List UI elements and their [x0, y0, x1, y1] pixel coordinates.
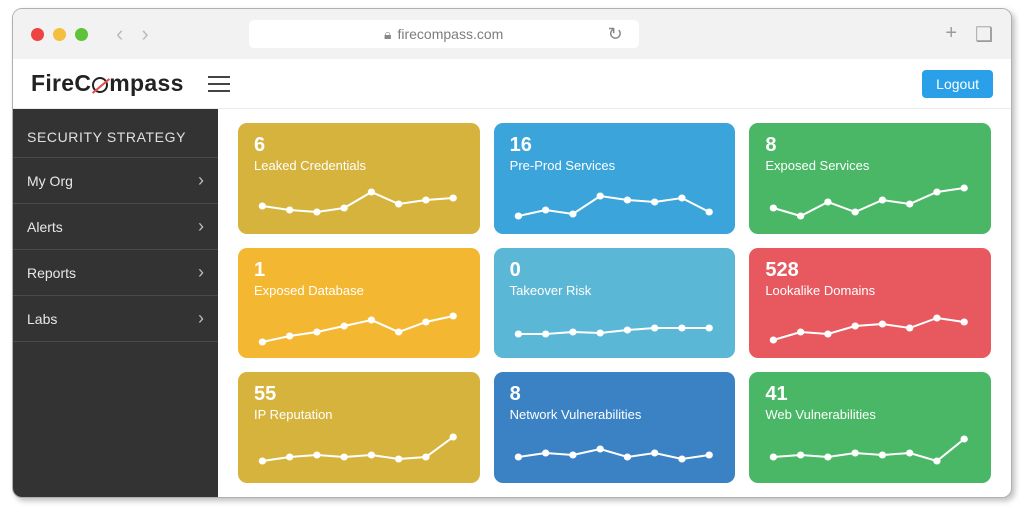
sidebar-title: SECURITY STRATEGY	[13, 115, 218, 157]
sparkline	[510, 427, 720, 475]
chevron-right-icon: ›	[198, 308, 204, 329]
metric-value: 55	[254, 384, 464, 404]
metric-value: 6	[254, 135, 464, 155]
sidebar-item-labs[interactable]: Labs ›	[13, 295, 218, 342]
metric-card-exposed-database[interactable]: 1 Exposed Database	[238, 248, 480, 359]
metric-label: Exposed Services	[765, 158, 975, 173]
sparkline	[765, 302, 975, 350]
metric-card-exposed-services[interactable]: 8 Exposed Services	[749, 123, 991, 234]
metric-card-network-vulnerabilities[interactable]: 8 Network Vulnerabilities	[494, 372, 736, 483]
metric-card-takeover-risk[interactable]: 0 Takeover Risk	[494, 248, 736, 359]
metric-value: 528	[765, 260, 975, 280]
sparkline	[254, 302, 464, 350]
sparkline	[254, 178, 464, 226]
metric-value: 1	[254, 260, 464, 280]
logo: FireC mpass	[31, 70, 184, 97]
sidebar-item-alerts[interactable]: Alerts ›	[13, 203, 218, 249]
sidebar-item-label: Reports	[27, 265, 76, 281]
metric-card-ip-reputation[interactable]: 55 IP Reputation	[238, 372, 480, 483]
metric-label: Lookalike Domains	[765, 283, 975, 298]
sparkline	[765, 427, 975, 475]
sparkline	[765, 178, 975, 226]
sparkline	[510, 302, 720, 350]
metric-value: 8	[765, 135, 975, 155]
metric-label: Takeover Risk	[510, 283, 720, 298]
nav-arrows: ‹ ›	[116, 21, 149, 47]
chevron-right-icon: ›	[198, 262, 204, 283]
url-bar[interactable]: 🔒︎ firecompass.com ↻	[249, 20, 639, 48]
browser-chrome: ‹ › 🔒︎ firecompass.com ↻ + ❑	[13, 9, 1011, 59]
logo-compass-icon	[92, 77, 108, 93]
metric-label: IP Reputation	[254, 407, 464, 422]
back-button[interactable]: ‹	[116, 21, 123, 47]
minimize-dot[interactable]	[53, 28, 66, 41]
metric-card-leaked-credentials[interactable]: 6 Leaked Credentials	[238, 123, 480, 234]
metric-card-web-vulnerabilities[interactable]: 41 Web Vulnerabilities	[749, 372, 991, 483]
sparkline	[254, 427, 464, 475]
zoom-dot[interactable]	[75, 28, 88, 41]
metric-label: Exposed Database	[254, 283, 464, 298]
forward-button[interactable]: ›	[141, 21, 148, 47]
metric-label: Leaked Credentials	[254, 158, 464, 173]
sidebar: SECURITY STRATEGY My Org › Alerts › Reports ›…	[13, 109, 218, 497]
metric-value: 8	[510, 384, 720, 404]
metric-label: Pre-Prod Services	[510, 158, 720, 173]
sparkline	[510, 178, 720, 226]
lock-icon: 🔒︎	[384, 26, 391, 43]
traffic-lights	[31, 28, 88, 41]
menu-toggle-icon[interactable]	[208, 76, 230, 92]
tabs-icon[interactable]: ❑	[975, 22, 993, 47]
logo-suffix: mpass	[109, 70, 183, 97]
logo-prefix: FireC	[31, 70, 91, 97]
chevron-right-icon: ›	[198, 170, 204, 191]
metric-value: 0	[510, 260, 720, 280]
metric-value: 41	[765, 384, 975, 404]
url-text: firecompass.com	[397, 26, 503, 42]
browser-window: ‹ › 🔒︎ firecompass.com ↻ + ❑ FireC mpass…	[12, 8, 1012, 498]
browser-right-controls: + ❑	[945, 22, 993, 47]
app-header: FireC mpass Logout	[13, 59, 1011, 109]
metric-label: Network Vulnerabilities	[510, 407, 720, 422]
chevron-right-icon: ›	[198, 216, 204, 237]
main: SECURITY STRATEGY My Org › Alerts › Reports ›…	[13, 109, 1011, 497]
close-dot[interactable]	[31, 28, 44, 41]
metric-value: 16	[510, 135, 720, 155]
metric-label: Web Vulnerabilities	[765, 407, 975, 422]
reload-icon[interactable]: ↻	[608, 24, 623, 45]
metric-card-pre-prod-services[interactable]: 16 Pre-Prod Services	[494, 123, 736, 234]
sidebar-item-my-org[interactable]: My Org ›	[13, 157, 218, 203]
metric-card-lookalike-domains[interactable]: 528 Lookalike Domains	[749, 248, 991, 359]
sidebar-item-reports[interactable]: Reports ›	[13, 249, 218, 295]
dashboard-grid: 6 Leaked Credentials 16 Pre-Prod Services 8 E…	[218, 109, 1011, 497]
sidebar-item-label: Labs	[27, 311, 57, 327]
sidebar-item-label: My Org	[27, 173, 73, 189]
sidebar-item-label: Alerts	[27, 219, 63, 235]
new-tab-icon[interactable]: +	[945, 22, 957, 47]
logout-button[interactable]: Logout	[922, 70, 993, 98]
